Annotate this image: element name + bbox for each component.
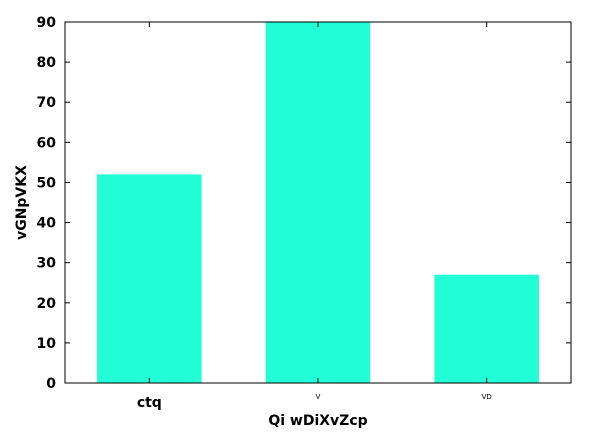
bar-v [265, 22, 371, 383]
y-tick-label: 0 [46, 376, 56, 392]
y-tick-label: 20 [37, 296, 57, 312]
bar-ctq [97, 174, 202, 383]
y-tick-label: 80 [37, 55, 57, 71]
x-axis-ticks: ctq V VD [137, 22, 492, 411]
y-tick-label: 10 [37, 336, 57, 352]
bar-vd [434, 274, 539, 383]
plot-frame [64, 21, 572, 384]
y-tick-label: 90 [37, 15, 57, 31]
y-tick-label: 30 [37, 256, 57, 272]
y-tick-label: 50 [37, 175, 57, 191]
y-axis-ticks: 0 10 20 30 40 50 60 70 80 90 [37, 15, 571, 392]
y-axis-title: vGNpVKX [14, 165, 30, 240]
y-tick-label: 60 [37, 135, 57, 151]
x-tick-label: VD [482, 393, 492, 401]
x-tick-label: ctq [137, 395, 162, 411]
x-axis-title: Qi wDiXvZcp [268, 413, 367, 429]
x-tick-label: V [316, 393, 321, 401]
y-tick-label: 40 [37, 216, 57, 232]
y-tick-label: 70 [37, 95, 57, 111]
bars-group [97, 22, 539, 383]
